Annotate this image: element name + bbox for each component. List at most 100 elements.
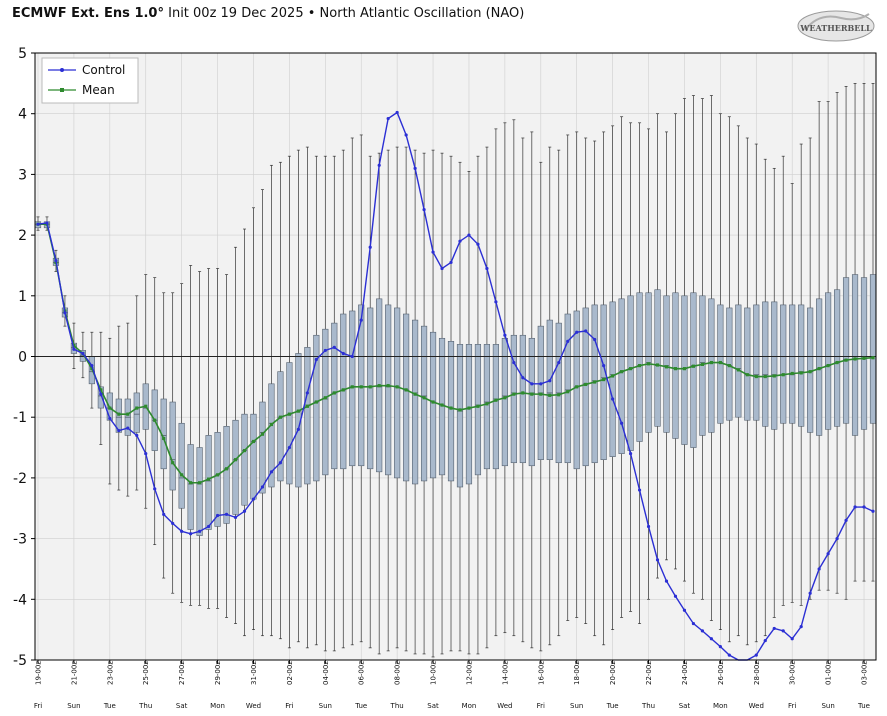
x-day-label: Tue <box>857 702 870 710</box>
control-point <box>593 337 597 342</box>
mean-point <box>575 385 579 389</box>
mean-point <box>422 396 426 400</box>
x-tick-label: 02-00z <box>286 661 294 685</box>
control-point <box>413 166 417 170</box>
control-point <box>296 427 300 431</box>
x-tick-label: 26-00z <box>717 661 725 685</box>
box <box>492 344 499 470</box>
mean-point <box>90 367 94 371</box>
control-point <box>251 497 256 501</box>
x-tick-label: 19-00z <box>35 661 43 685</box>
x-tick-label: 25-00z <box>142 661 150 685</box>
control-point <box>377 163 381 167</box>
control-point <box>440 266 444 271</box>
mean-point <box>808 370 812 374</box>
control-point <box>862 505 866 509</box>
box <box>690 292 697 448</box>
mean-point <box>521 391 525 395</box>
mean-point <box>763 374 767 379</box>
box <box>789 304 796 424</box>
control-point <box>835 537 839 541</box>
control-point <box>620 421 624 425</box>
x-tick-label: 24-00z <box>681 661 689 685</box>
mean-point <box>458 408 462 412</box>
x-day-label: Fri <box>34 702 42 710</box>
mean-point <box>835 360 839 365</box>
x-day-label: Wed <box>246 702 261 710</box>
mean-point <box>198 481 202 485</box>
box <box>609 301 616 457</box>
control-point <box>637 488 642 492</box>
control-point <box>63 311 67 315</box>
control-point <box>611 397 615 401</box>
mean-point <box>682 367 687 371</box>
control-point <box>646 524 651 529</box>
x-tick-label: 22-00z <box>645 661 653 685</box>
control-point <box>314 357 318 362</box>
x-day-label: Thu <box>390 702 404 710</box>
box <box>205 435 212 530</box>
control-point <box>754 653 758 657</box>
x-day-label: Wed <box>749 702 764 710</box>
y-axis-ticks: 5 4 3 2 1 0 -1 -2 -3 -4 -5 <box>13 46 35 669</box>
control-point <box>691 621 696 626</box>
mean-point <box>790 371 794 376</box>
x-tick-label: 27-00z <box>178 661 186 685</box>
box <box>869 274 877 424</box>
control-point <box>458 239 462 243</box>
x-day-label: Sun <box>67 702 80 710</box>
box <box>429 331 437 479</box>
x-day-label: Sat <box>176 702 188 710</box>
box <box>825 292 832 430</box>
box <box>447 341 455 482</box>
box <box>744 307 751 421</box>
control-point <box>682 608 687 612</box>
mean-point <box>593 380 597 384</box>
mean-point <box>314 400 318 404</box>
box <box>313 334 320 482</box>
legend: Control Mean <box>41 57 139 104</box>
mean-point <box>431 400 435 404</box>
x-day-label: Tue <box>103 702 116 710</box>
box <box>250 413 257 500</box>
control-point <box>90 364 94 368</box>
legend-control-label: Control <box>82 63 125 77</box>
control-point <box>45 221 49 225</box>
mean-point <box>440 403 444 407</box>
mean-point <box>745 373 749 377</box>
title-model: ECMWF Ext. Ens 1.0 <box>12 6 158 21</box>
control-point <box>476 242 480 246</box>
control-point <box>781 629 785 633</box>
mean-point <box>862 356 866 360</box>
box <box>178 422 185 509</box>
box <box>564 313 571 464</box>
mean-point <box>377 384 381 388</box>
x-day-label: Tue <box>606 702 619 710</box>
x-axis-ticks: 19-00z Fri 21-00z Sun 23-00z Tue 25-00z Thu 27-0… <box>34 660 870 710</box>
mean-point <box>368 385 372 389</box>
control-point <box>341 351 345 356</box>
control-point <box>126 426 130 430</box>
y-tick-label: 4 <box>18 107 27 123</box>
mean-point <box>512 392 516 396</box>
x-day-label: Sat <box>679 702 691 710</box>
control-point <box>81 351 85 356</box>
mean-point <box>296 409 300 413</box>
box <box>510 334 517 464</box>
mean-point <box>754 374 758 379</box>
box <box>842 277 850 424</box>
box <box>591 304 598 464</box>
legend-control-marker <box>60 68 64 72</box>
mean-point <box>476 404 480 408</box>
control-point <box>566 339 570 343</box>
control-point <box>395 110 399 115</box>
control-point <box>359 318 363 322</box>
control-point <box>189 532 193 536</box>
box <box>286 362 293 485</box>
mean-point <box>413 392 417 396</box>
control-point <box>72 347 76 351</box>
mean-point <box>557 393 561 397</box>
box <box>582 307 589 467</box>
control-point <box>332 345 336 349</box>
